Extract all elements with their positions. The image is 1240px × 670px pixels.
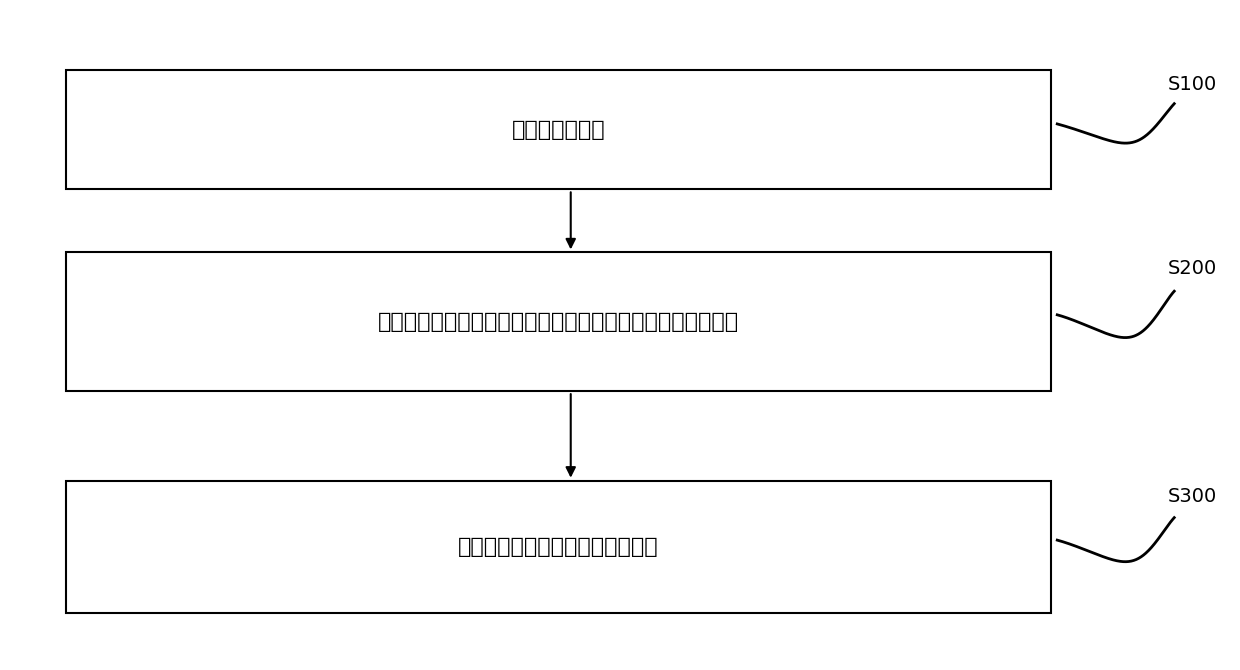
FancyBboxPatch shape [66, 480, 1052, 613]
Text: 将所述升温数据与预设的升温阈值进行比较，生成比较结果；: 将所述升温数据与预设的升温阈值进行比较，生成比较结果； [378, 312, 739, 332]
Text: 获取升温数据；: 获取升温数据； [512, 120, 605, 140]
Text: 根据所述比较结果控制水泵停机。: 根据所述比较结果控制水泵停机。 [458, 537, 658, 557]
FancyBboxPatch shape [66, 70, 1052, 190]
Text: S300: S300 [1168, 487, 1218, 506]
Text: S200: S200 [1168, 259, 1218, 279]
FancyBboxPatch shape [66, 253, 1052, 391]
Text: S100: S100 [1168, 75, 1218, 94]
